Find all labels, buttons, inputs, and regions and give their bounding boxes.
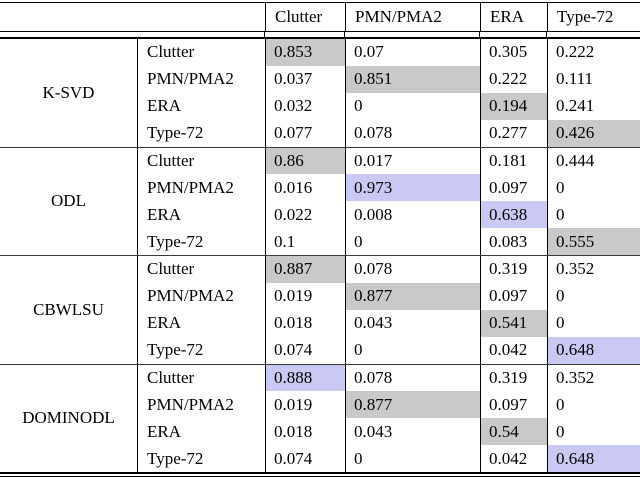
- value-cell-cbwlsu-type-72-era: 0.042: [480, 336, 547, 364]
- value-cell-odl-clutter-pmn-pma2: 0.017: [345, 147, 480, 175]
- value-cell-dominodl-pmn-pma2-clutter: 0.019: [265, 391, 345, 419]
- value-cell-cbwlsu-type-72-clutter: 0.074: [265, 336, 345, 364]
- column-header-pmn-pma2: PMN/PMA2: [345, 3, 480, 31]
- value-cell-k-svd-clutter-type-72: 0.222: [547, 39, 640, 66]
- row-label-clutter: Clutter: [137, 39, 265, 66]
- method-group-cbwlsu: CBWLSU Clutter 0.887 0.078 0.319 0.352 PMN/PMA…: [0, 255, 640, 364]
- value-cell-k-svd-clutter-era: 0.305: [480, 39, 547, 66]
- value-cell-odl-clutter-clutter: 0.86: [265, 147, 345, 175]
- value-cell-cbwlsu-era-clutter: 0.018: [265, 309, 345, 337]
- value-cell-dominodl-pmn-pma2-pmn-pma2: 0.877: [345, 391, 480, 419]
- value-cell-dominodl-era-clutter: 0.018: [265, 418, 345, 446]
- method-label-dominodl: DOMINODL: [22, 408, 115, 428]
- row-label-type-72: Type-72: [137, 336, 265, 364]
- value-cell-odl-pmn-pma2-type-72: 0: [547, 174, 640, 202]
- row-label-era: ERA: [137, 92, 265, 120]
- value-cell-cbwlsu-pmn-pma2-pmn-pma2: 0.877: [345, 282, 480, 310]
- value-cell-k-svd-type-72-type-72: 0.426: [547, 119, 640, 147]
- value-cell-k-svd-type-72-era: 0.277: [480, 119, 547, 147]
- value-cell-odl-era-clutter: 0.022: [265, 201, 345, 229]
- value-cell-cbwlsu-era-pmn-pma2: 0.043: [345, 309, 480, 337]
- value-cell-k-svd-type-72-pmn-pma2: 0.078: [345, 119, 480, 147]
- value-cell-k-svd-era-clutter: 0.032: [265, 92, 345, 120]
- value-cell-k-svd-pmn-pma2-clutter: 0.037: [265, 65, 345, 93]
- value-cell-odl-pmn-pma2-era: 0.097: [480, 174, 547, 202]
- column-header-clutter: Clutter: [265, 3, 345, 31]
- value-cell-k-svd-clutter-clutter: 0.853: [265, 39, 345, 66]
- row-label-clutter: Clutter: [137, 256, 265, 283]
- value-cell-k-svd-era-type-72: 0.241: [547, 92, 640, 120]
- value-cell-cbwlsu-clutter-type-72: 0.352: [547, 256, 640, 283]
- row-label-pmn-pma2: PMN/PMA2: [137, 65, 265, 93]
- method-label-k-svd: K-SVD: [42, 82, 95, 102]
- value-cell-odl-pmn-pma2-clutter: 0.016: [265, 174, 345, 202]
- row-label-clutter: Clutter: [137, 364, 265, 392]
- method-label-cbwlsu: CBWLSU: [33, 299, 104, 319]
- value-cell-k-svd-clutter-pmn-pma2: 0.07: [345, 39, 480, 66]
- value-cell-dominodl-type-72-pmn-pma2: 0: [345, 445, 480, 472]
- row-label-era: ERA: [137, 418, 265, 446]
- method-group-odl: ODL Clutter 0.86 0.017 0.181 0.444 PMN/PMA2 0.0…: [0, 146, 640, 255]
- value-cell-odl-type-72-type-72: 0.555: [547, 228, 640, 255]
- value-cell-odl-type-72-era: 0.083: [480, 228, 547, 255]
- value-cell-k-svd-pmn-pma2-pmn-pma2: 0.851: [345, 65, 480, 93]
- value-cell-dominodl-type-72-era: 0.042: [480, 445, 547, 472]
- value-cell-k-svd-era-era: 0.194: [480, 92, 547, 120]
- value-cell-dominodl-type-72-type-72: 0.648: [547, 445, 640, 472]
- value-cell-k-svd-pmn-pma2-type-72: 0.111: [547, 65, 640, 93]
- value-cell-cbwlsu-clutter-era: 0.319: [480, 256, 547, 283]
- method-label-odl: ODL: [51, 191, 86, 211]
- header-double-rule: [0, 31, 640, 39]
- value-cell-odl-type-72-pmn-pma2: 0: [345, 228, 480, 255]
- method-group-dominodl: DOMINODL Clutter 0.888 0.078 0.319 0.352 PMN/P…: [0, 363, 640, 472]
- value-cell-odl-era-era: 0.638: [480, 201, 547, 229]
- value-cell-k-svd-era-pmn-pma2: 0: [345, 92, 480, 120]
- value-cell-cbwlsu-type-72-type-72: 0.648: [547, 336, 640, 364]
- row-label-type-72: Type-72: [137, 228, 265, 255]
- value-cell-dominodl-clutter-era: 0.319: [480, 364, 547, 392]
- value-cell-odl-type-72-clutter: 0.1: [265, 228, 345, 255]
- value-cell-dominodl-clutter-type-72: 0.352: [547, 364, 640, 392]
- value-cell-dominodl-type-72-clutter: 0.074: [265, 445, 345, 472]
- table-header-row: Clutter PMN/PMA2 ERA Type-72: [0, 3, 640, 31]
- value-cell-dominodl-era-type-72: 0: [547, 418, 640, 446]
- top-rule: [0, 2, 640, 3]
- value-cell-cbwlsu-clutter-pmn-pma2: 0.078: [345, 256, 480, 283]
- value-cell-dominodl-era-era: 0.54: [480, 418, 547, 446]
- method-group-k-svd: K-SVD Clutter 0.853 0.07 0.305 0.222 PMN/PMA2 0…: [0, 39, 640, 147]
- column-header-type-72: Type-72: [547, 3, 640, 31]
- value-cell-odl-pmn-pma2-pmn-pma2: 0.973: [345, 174, 480, 202]
- value-cell-dominodl-clutter-clutter: 0.888: [265, 364, 345, 392]
- value-cell-cbwlsu-era-type-72: 0: [547, 309, 640, 337]
- value-cell-dominodl-clutter-pmn-pma2: 0.078: [345, 364, 480, 392]
- value-cell-k-svd-type-72-clutter: 0.077: [265, 119, 345, 147]
- bottom-double-rule: [0, 472, 640, 477]
- value-cell-odl-era-pmn-pma2: 0.008: [345, 201, 480, 229]
- value-cell-cbwlsu-clutter-clutter: 0.887: [265, 256, 345, 283]
- value-cell-cbwlsu-pmn-pma2-era: 0.097: [480, 282, 547, 310]
- row-label-era: ERA: [137, 201, 265, 229]
- row-label-type-72: Type-72: [137, 119, 265, 147]
- header-empty-cell: [0, 3, 265, 31]
- value-cell-odl-clutter-type-72: 0.444: [547, 147, 640, 175]
- row-label-type-72: Type-72: [137, 445, 265, 472]
- value-cell-cbwlsu-pmn-pma2-type-72: 0: [547, 282, 640, 310]
- row-label-pmn-pma2: PMN/PMA2: [137, 391, 265, 419]
- value-cell-cbwlsu-pmn-pma2-clutter: 0.019: [265, 282, 345, 310]
- table-body: K-SVD Clutter 0.853 0.07 0.305 0.222 PMN/PMA2 0…: [0, 39, 640, 472]
- row-label-era: ERA: [137, 309, 265, 337]
- value-cell-dominodl-era-pmn-pma2: 0.043: [345, 418, 480, 446]
- row-label-clutter: Clutter: [137, 147, 265, 175]
- value-cell-odl-era-type-72: 0: [547, 201, 640, 229]
- column-header-era: ERA: [480, 3, 547, 31]
- value-cell-odl-clutter-era: 0.181: [480, 147, 547, 175]
- row-label-pmn-pma2: PMN/PMA2: [137, 174, 265, 202]
- value-cell-cbwlsu-era-era: 0.541: [480, 309, 547, 337]
- value-cell-dominodl-pmn-pma2-era: 0.097: [480, 391, 547, 419]
- value-cell-cbwlsu-type-72-pmn-pma2: 0: [345, 336, 480, 364]
- value-cell-dominodl-pmn-pma2-type-72: 0: [547, 391, 640, 419]
- value-cell-k-svd-pmn-pma2-era: 0.222: [480, 65, 547, 93]
- row-label-pmn-pma2: PMN/PMA2: [137, 282, 265, 310]
